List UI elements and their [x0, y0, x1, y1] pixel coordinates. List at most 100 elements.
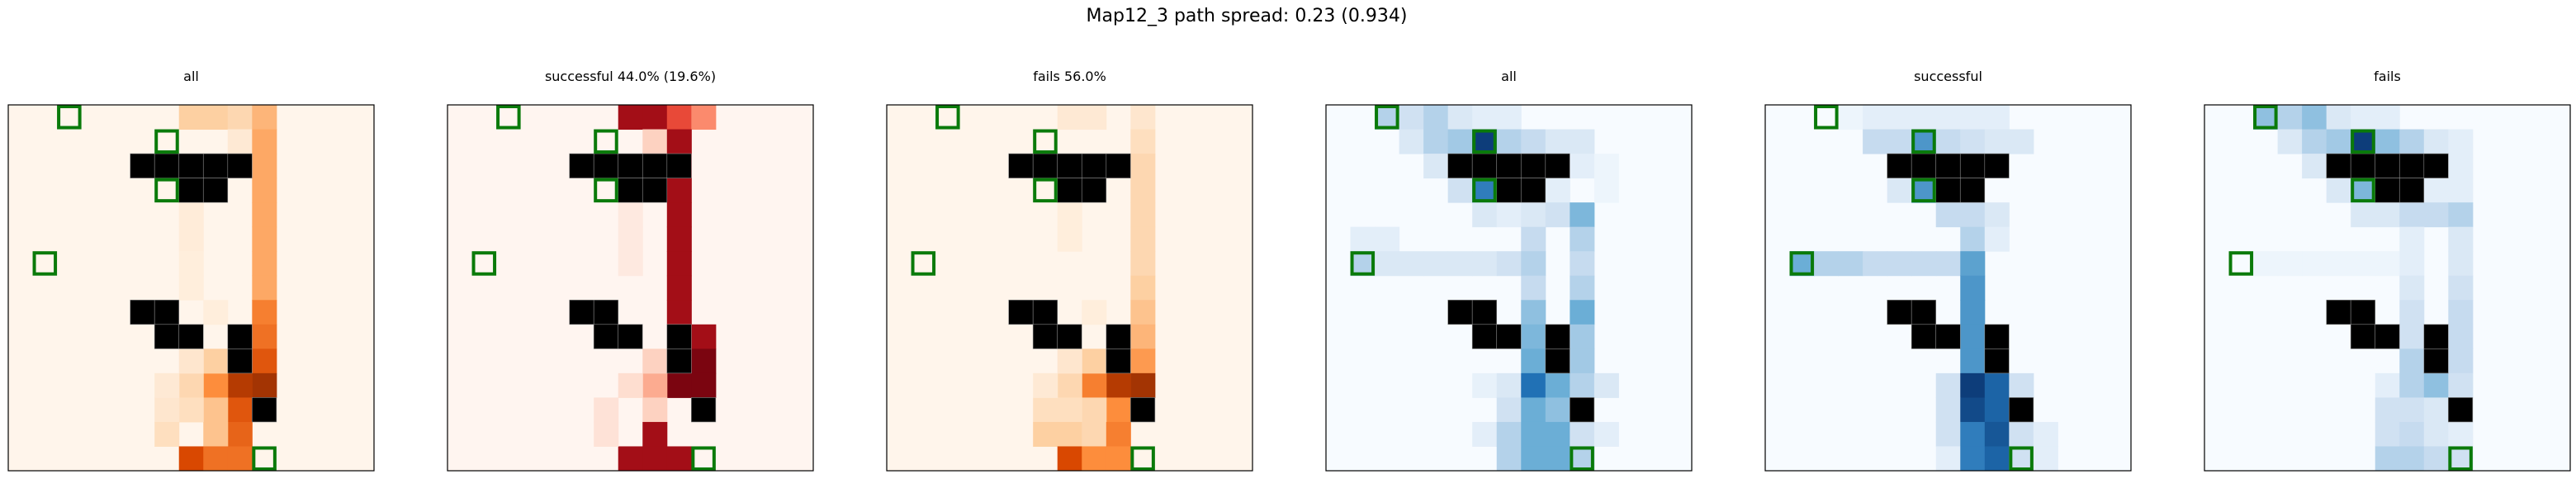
heat-cell	[1570, 349, 1595, 374]
heat-cell	[2375, 202, 2400, 228]
heat-cell	[1545, 129, 1570, 154]
wall-cell	[1471, 324, 1498, 349]
wall-cell	[1545, 349, 1570, 374]
wall-cell	[1911, 324, 1937, 349]
heat-cell	[2448, 372, 2474, 398]
heat-cell	[2423, 397, 2449, 423]
heat-cell	[1521, 324, 1546, 349]
wall-cell	[1032, 324, 1058, 349]
wall-cell	[178, 153, 204, 178]
heat-cell	[2399, 324, 2425, 349]
heat-cell	[2302, 154, 2327, 179]
heat-cell	[178, 251, 204, 277]
heat-cell	[2326, 129, 2351, 154]
heat-cell	[1570, 226, 1595, 252]
heat-cell	[1960, 349, 1986, 374]
goal-marker	[1472, 178, 1497, 203]
heat-cell	[1033, 372, 1058, 398]
goal-marker	[2351, 178, 2375, 203]
heat-cell	[1057, 372, 1082, 398]
wall-cell	[2398, 178, 2425, 203]
heat-cell	[2375, 372, 2400, 398]
heat-cell	[1838, 105, 1863, 130]
heat-cell	[1935, 446, 1961, 472]
heat-cell	[1496, 202, 1522, 228]
heat-cell	[1521, 275, 1546, 301]
wall-cell	[569, 299, 594, 325]
heat-cell	[1472, 421, 1498, 447]
wall-cell	[569, 153, 594, 178]
heat-cell	[1984, 372, 2010, 398]
panel-frame	[447, 104, 814, 472]
figure-suptitle: Map12_3 path spread: 0.23 (0.934)	[1087, 6, 1408, 26]
heat-cell	[2326, 178, 2351, 203]
heat-cell	[178, 397, 204, 423]
wall-cell	[593, 299, 619, 325]
heat-cell	[1935, 105, 1961, 130]
heat-cell	[594, 421, 619, 447]
heat-cell	[1814, 251, 1840, 277]
heat-cell	[2423, 129, 2449, 154]
heat-cell	[1521, 446, 1546, 472]
goal-marker	[1033, 129, 1058, 154]
heat-cell	[203, 397, 229, 423]
heat-cell	[252, 324, 277, 349]
heat-cell	[1447, 178, 1473, 203]
heatmap-panel: successful	[1764, 69, 2132, 472]
wall-cell	[1545, 153, 1570, 178]
heat-cell	[1521, 129, 1546, 154]
heat-cell	[1496, 446, 1522, 472]
heat-cell	[666, 300, 692, 325]
heat-cell	[1057, 226, 1082, 252]
heat-cell	[1375, 251, 1400, 277]
heat-cell	[666, 251, 692, 277]
wall-cell	[130, 299, 155, 325]
heat-cell	[666, 275, 692, 301]
panel-title: successful	[1914, 69, 1982, 84]
wall-cell	[2350, 153, 2376, 178]
heat-cell	[1838, 251, 1863, 277]
goal-marker	[1911, 129, 1936, 154]
heat-cell	[618, 202, 643, 228]
heat-cell	[203, 446, 229, 472]
wall-cell	[1984, 324, 2010, 349]
goal-marker	[935, 105, 960, 130]
heatmap-panel: fails	[2204, 69, 2571, 472]
heat-cell	[1570, 372, 1595, 398]
heat-cell	[2399, 202, 2425, 228]
heat-cell	[203, 105, 229, 130]
goal-marker	[2009, 446, 2034, 472]
wall-cell	[618, 153, 643, 178]
wall-cell	[1570, 397, 1595, 423]
heatmap-panel: successful 44.0% (19.6%)	[447, 69, 814, 472]
heat-cell	[1984, 202, 2010, 228]
wall-cell	[1984, 349, 2010, 374]
heat-cell	[2375, 105, 2400, 130]
heat-cell	[1984, 446, 2010, 472]
heat-cell	[1057, 446, 1082, 472]
goal-marker	[496, 105, 521, 130]
heat-cell	[1130, 178, 1156, 203]
heat-cell	[2448, 178, 2474, 203]
heat-cell	[1863, 105, 1888, 130]
goal-marker	[1375, 105, 1399, 130]
heat-cell	[2277, 129, 2303, 154]
wall-cell	[593, 153, 619, 178]
wall-cell	[2009, 397, 2034, 423]
heat-cell	[2009, 446, 2034, 472]
goal-marker	[1570, 446, 1594, 472]
heat-cell	[252, 300, 277, 325]
wall-cell	[227, 324, 253, 349]
heat-cell	[2448, 154, 2474, 179]
heat-cell	[618, 105, 643, 130]
heat-cell	[1545, 178, 1570, 203]
heat-cell	[1130, 202, 1156, 228]
wall-cell	[1496, 324, 1522, 349]
heat-cell	[178, 372, 204, 398]
heat-cell	[252, 275, 277, 301]
heat-cell	[1130, 275, 1156, 301]
heat-cell	[227, 397, 253, 423]
heat-cell	[1984, 226, 2010, 252]
heat-cell	[2448, 129, 2474, 154]
heat-cell	[2351, 129, 2376, 154]
